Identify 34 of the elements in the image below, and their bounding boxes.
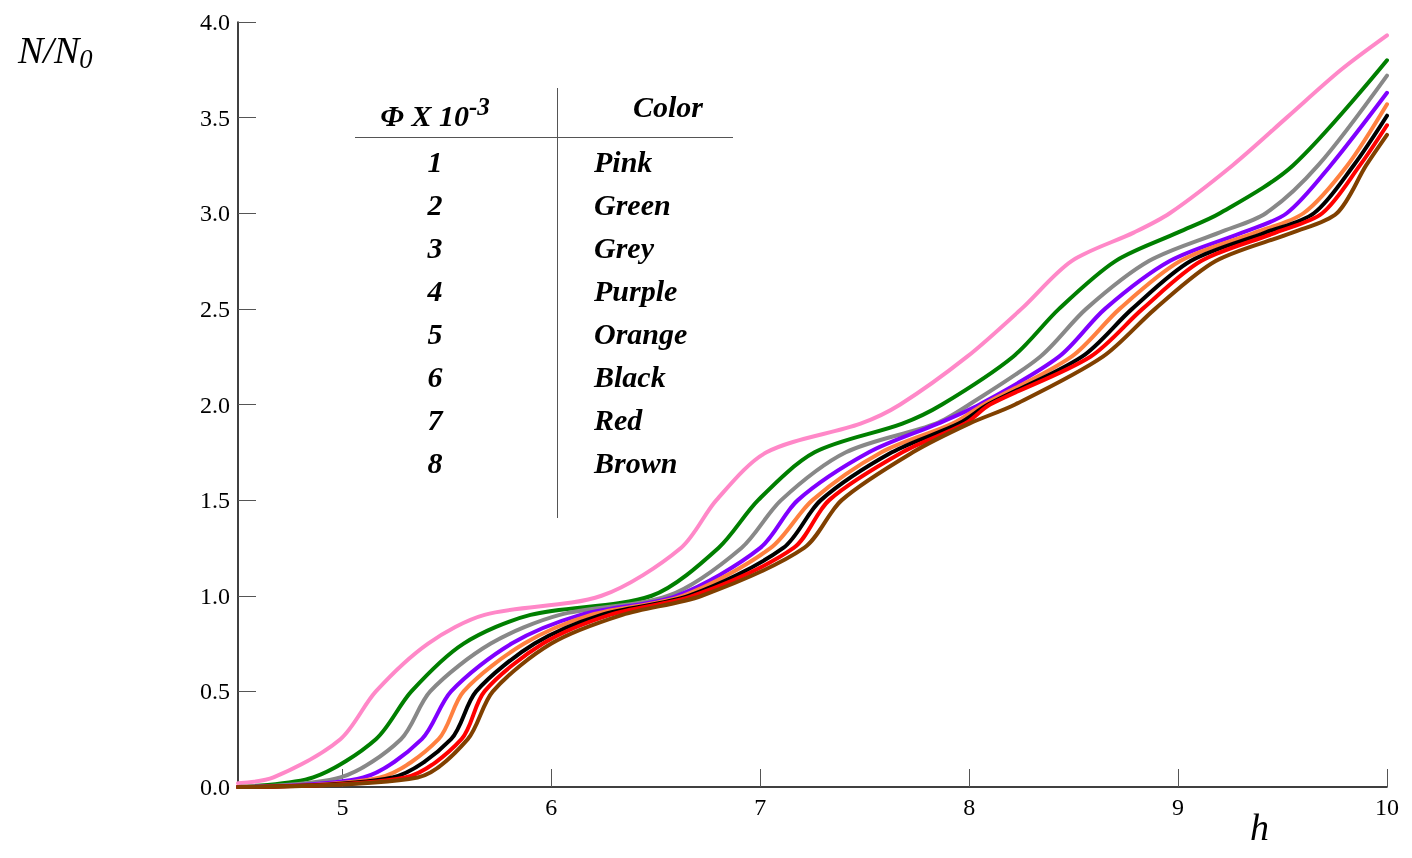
annotation: 8: [426, 446, 444, 480]
annotation: Green: [594, 188, 671, 222]
annotation: 4: [426, 274, 444, 308]
x-axis-title: h: [1250, 806, 1269, 848]
annotation: Orange: [594, 317, 688, 351]
y-tick-label: 4.0: [200, 9, 230, 35]
annotation: 5: [426, 317, 444, 351]
y-tick-label: 3.5: [200, 104, 230, 131]
y-tick-label: 0.0: [200, 774, 230, 800]
x-tick-label: 6: [545, 794, 558, 820]
annotation: 7: [426, 403, 445, 437]
x-tick-label: 9: [1172, 794, 1185, 820]
y-tick-label: 3.0: [200, 200, 230, 227]
annotation: 6: [426, 360, 444, 394]
x-tick-label: 8: [963, 794, 976, 820]
annotation: Purple: [594, 274, 678, 308]
y-tick-label: 2.0: [200, 391, 230, 418]
annotation: 3: [426, 231, 444, 265]
y-tick-label: 1.0: [200, 582, 230, 609]
annotation: Color: [632, 90, 704, 124]
annotation: 2: [426, 188, 444, 222]
annotation: Red: [594, 403, 643, 437]
x-tick-label: 5: [336, 794, 349, 820]
y-tick-label: 0.5: [200, 678, 230, 705]
y-tick-label: 2.5: [200, 295, 230, 322]
annotation: 1: [426, 145, 444, 179]
annotation: Brown: [594, 446, 678, 480]
annotation: Grey: [594, 231, 654, 265]
annotation: Φ X 10$^{-3}$: [379, 92, 491, 133]
x-tick-label: 7: [754, 794, 767, 820]
x-tick-label: 10: [1375, 794, 1399, 820]
annotation: Pink: [594, 145, 653, 179]
y-tick-label: 1.5: [200, 487, 230, 514]
annotation: Black: [594, 360, 666, 394]
